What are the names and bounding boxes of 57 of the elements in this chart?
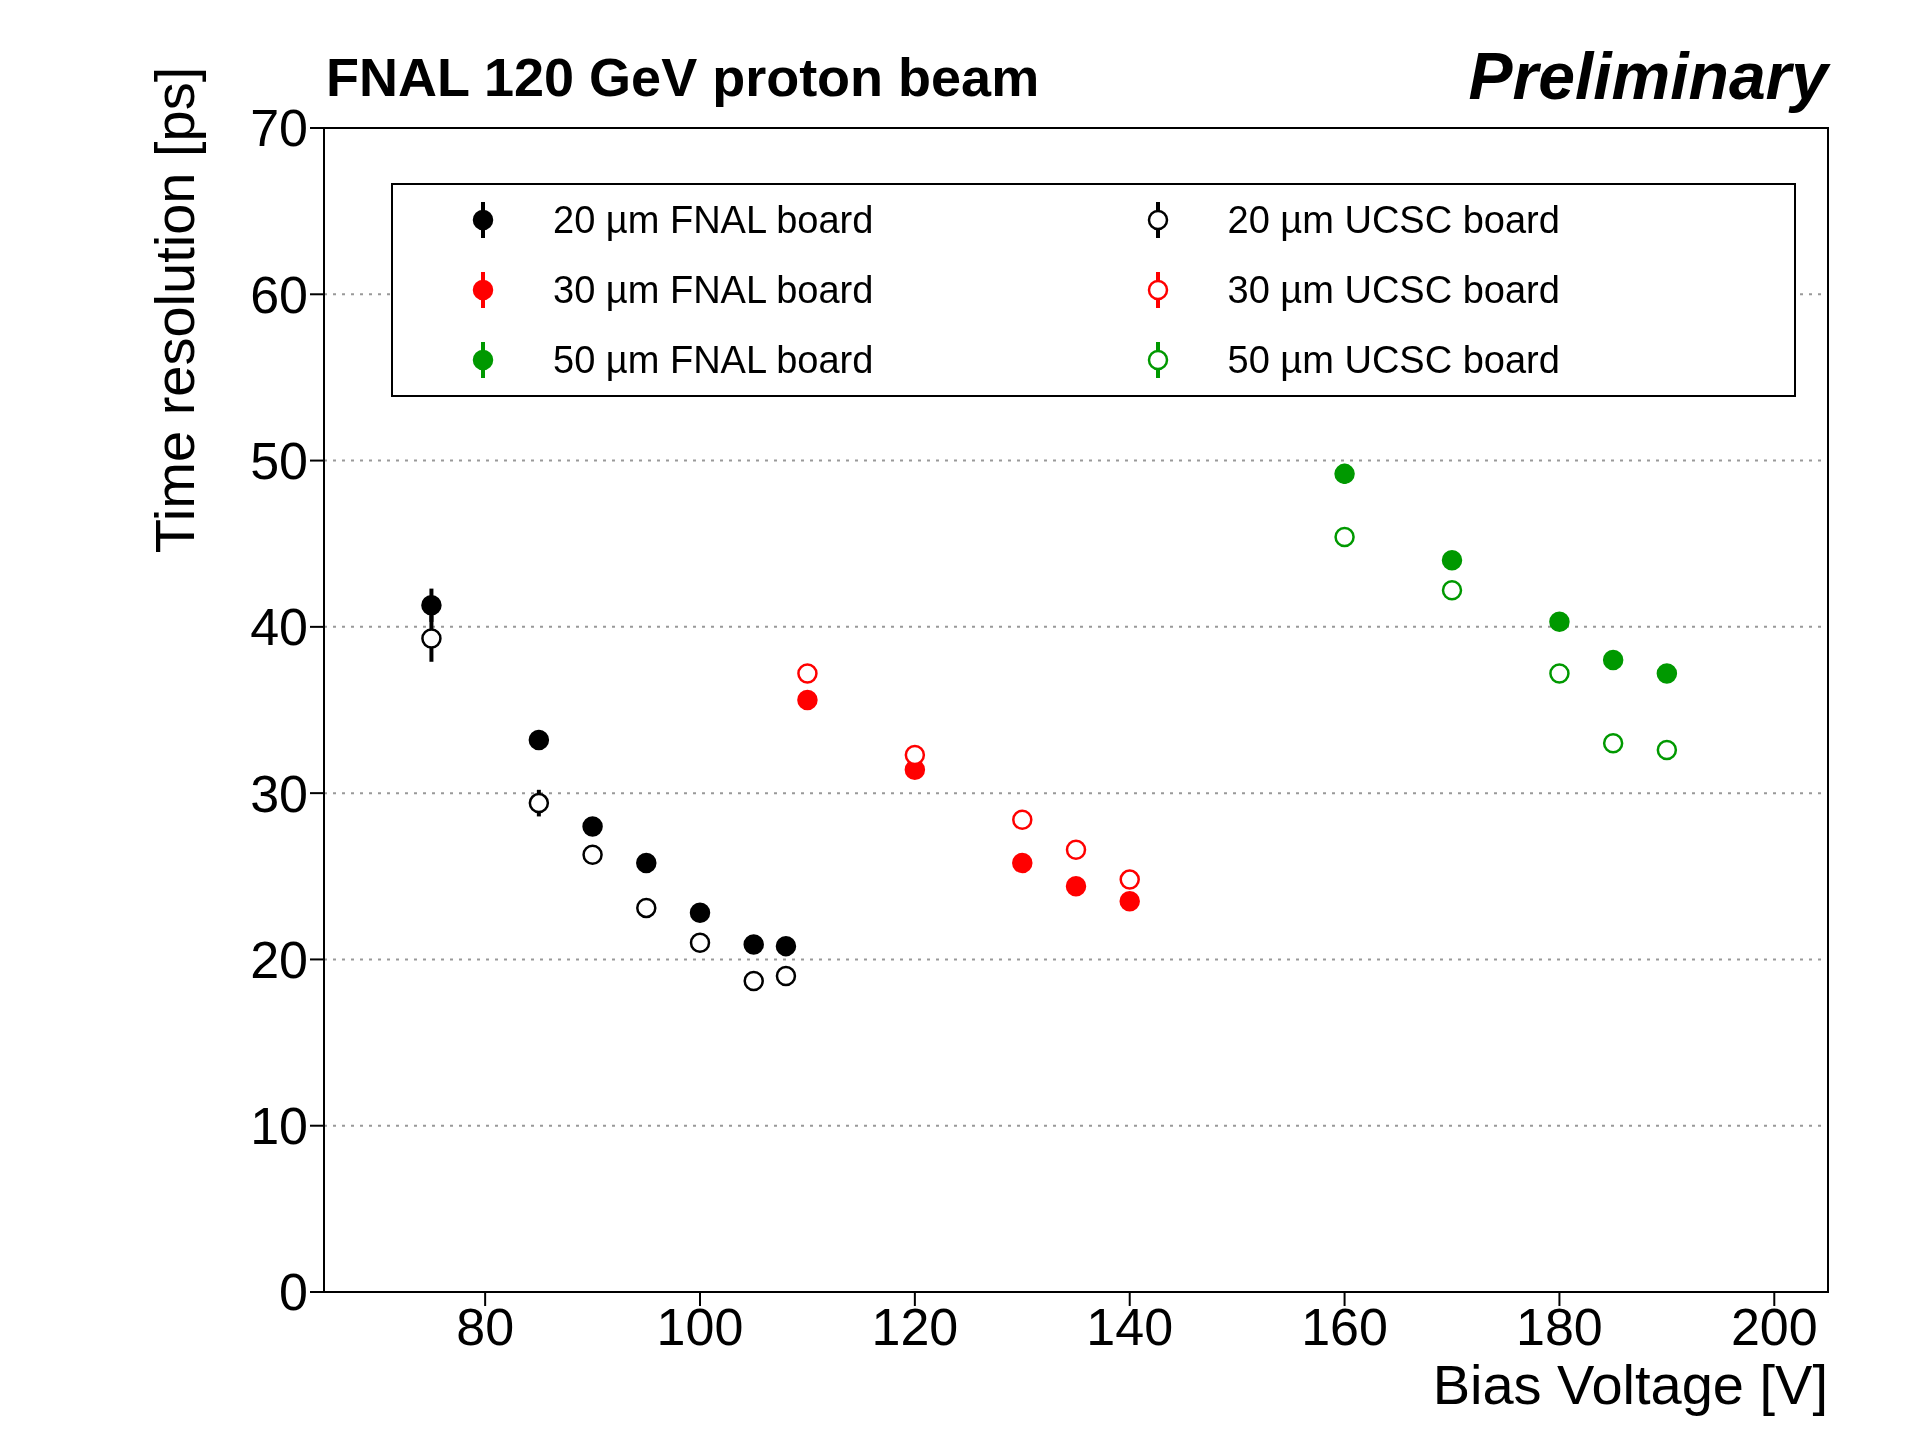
point (528, 792, 550, 814)
point (743, 934, 764, 955)
point (689, 902, 711, 924)
point (582, 816, 603, 837)
y-tick-label: 30 (250, 764, 308, 823)
x-tick-label: 100 (656, 1297, 744, 1356)
y-tick-label: 20 (250, 930, 308, 989)
y-tick-label: 70 (250, 99, 308, 158)
y-tick-label: 60 (250, 265, 308, 324)
x-tick-label: 180 (1516, 1297, 1603, 1356)
point (528, 729, 550, 751)
legend-label: 50 µm FNAL board (553, 338, 874, 382)
y-tick-label: 50 (250, 432, 308, 491)
x-tick-label: 120 (871, 1297, 959, 1356)
point (1012, 852, 1033, 874)
point (689, 932, 711, 954)
x-tick-label: 160 (1301, 1297, 1388, 1356)
point (1334, 526, 1355, 548)
y-axis-title: Time resolution [ps] (142, 66, 206, 554)
legend-label: 30 µm FNAL board (553, 268, 874, 312)
x-tick-label: 80 (456, 1297, 515, 1356)
legend-label: 30 µm UCSC board (1227, 268, 1560, 312)
point (1549, 611, 1570, 633)
y-tick-label: 0 (279, 1263, 308, 1322)
y-tick-label: 40 (250, 598, 308, 657)
point (1065, 876, 1087, 897)
point (1441, 580, 1463, 601)
point (775, 935, 797, 957)
point (743, 970, 764, 992)
legend-label: 50 µm UCSC board (1227, 338, 1560, 382)
point (636, 897, 657, 919)
point (1656, 663, 1678, 684)
point (582, 844, 603, 865)
x-axis-title: Bias Voltage [V] (1432, 1353, 1828, 1416)
legend-label: 20 µm FNAL board (553, 198, 874, 242)
point (1656, 739, 1678, 761)
point (797, 663, 818, 684)
y-tick-label: 10 (250, 1097, 308, 1156)
point (1119, 890, 1140, 912)
point (1602, 649, 1624, 671)
point (1334, 463, 1355, 485)
x-tick-label: 140 (1086, 1297, 1174, 1356)
point (636, 852, 657, 874)
legend-label: 20 µm UCSC board (1227, 198, 1560, 242)
point (1012, 809, 1033, 830)
point (775, 965, 797, 987)
point (1119, 869, 1140, 890)
point (904, 744, 926, 766)
point (1441, 550, 1463, 571)
chart-title: FNAL 120 GeV proton beam (326, 46, 1040, 108)
point (1065, 839, 1087, 860)
point (797, 689, 818, 711)
point (421, 628, 442, 649)
point (421, 594, 442, 616)
x-tick-label: 200 (1730, 1297, 1818, 1356)
point (1602, 733, 1624, 754)
point (1549, 663, 1570, 684)
